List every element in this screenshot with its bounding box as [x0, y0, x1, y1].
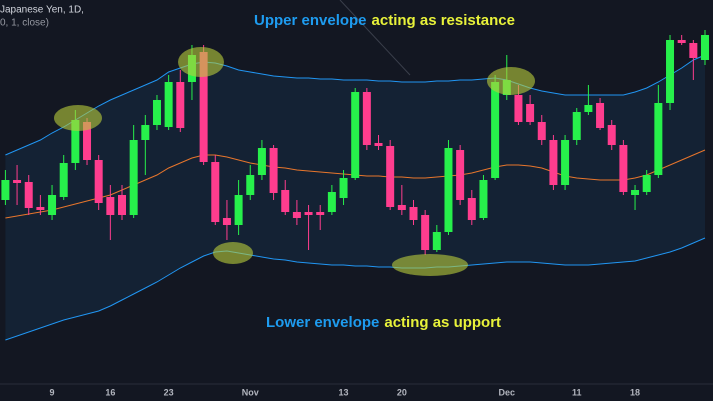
candle-body: [257, 148, 266, 175]
candle-body: [456, 150, 465, 200]
x-tick-label: Nov: [242, 387, 259, 397]
candle-body: [141, 125, 150, 140]
candle-body: [666, 40, 675, 103]
candle-body: [397, 205, 406, 210]
candle-body: [48, 195, 57, 215]
x-tick-label: 18: [630, 387, 640, 397]
candle-body: [13, 180, 22, 183]
annotation: Upper envelope acting as resistance: [254, 12, 515, 29]
candle-body: [362, 92, 371, 145]
candle-body: [36, 207, 45, 210]
candle-body: [199, 52, 208, 162]
candle-body: [479, 180, 488, 218]
candle-body: [222, 218, 231, 225]
candle-body: [211, 162, 220, 222]
candle-body: [351, 92, 360, 178]
candle-body: [526, 104, 535, 122]
candle-body: [24, 182, 33, 208]
x-axis-band: [0, 384, 713, 401]
candle-body: [304, 212, 313, 215]
candle-body: [689, 43, 698, 58]
chart-title: Japanese Yen, 1D,: [0, 5, 84, 16]
candle-body: [269, 148, 278, 193]
candle-body: [491, 82, 500, 178]
candle-body: [677, 40, 686, 43]
candle-body: [281, 190, 290, 212]
x-tick-label: 9: [50, 387, 55, 397]
candle-body: [432, 232, 441, 250]
candle-body: [514, 95, 523, 122]
candle-body: [292, 212, 301, 218]
candle-body: [561, 140, 570, 185]
x-tick-label: 13: [339, 387, 349, 397]
envelope-line: [5, 237, 706, 341]
highlight: [178, 47, 224, 77]
candle-body: [596, 103, 605, 128]
candle-body: [246, 175, 255, 195]
annotation: Lower envelope acting as upport: [266, 314, 501, 331]
x-tick-label: 23: [164, 387, 174, 397]
annotation-part: acting as resistance: [372, 12, 515, 29]
candle-body: [572, 112, 581, 140]
candle-body: [176, 82, 185, 128]
candle-body: [59, 163, 68, 197]
candle-body: [654, 103, 663, 175]
candle-body: [339, 178, 348, 198]
highlight: [487, 67, 535, 95]
candle-body: [106, 197, 115, 215]
candle-body: [607, 125, 616, 145]
candle-body: [701, 35, 709, 60]
x-tick-label: 16: [105, 387, 115, 397]
candle-body: [94, 160, 103, 203]
annotation-part: acting as upport: [384, 314, 501, 331]
x-tick-label: 20: [397, 387, 407, 397]
candle-body: [129, 140, 138, 215]
candle-body: [642, 175, 651, 192]
annotation-part: Upper envelope: [254, 12, 367, 29]
candle-body: [234, 195, 243, 225]
drawing-line: [339, 0, 411, 76]
candle-body: [374, 143, 383, 146]
candle-body: [164, 82, 173, 127]
candle-body: [152, 100, 161, 125]
chart-subtitle: 0, 1, close): [0, 18, 49, 29]
x-tick-label: Dec: [499, 387, 516, 397]
candle-body: [83, 122, 92, 160]
highlight: [213, 242, 253, 264]
candle-body: [327, 192, 336, 212]
highlight: [392, 254, 468, 276]
candle-body: [549, 140, 558, 185]
candle-body: [584, 105, 593, 112]
x-tick-label: 11: [572, 387, 582, 397]
candle-body: [421, 215, 430, 250]
candle-body: [444, 148, 453, 232]
candle-body: [386, 146, 395, 207]
annotation-part: Lower envelope: [266, 314, 379, 331]
highlights: [54, 47, 535, 276]
candle-body: [631, 190, 640, 195]
candle-body: [537, 122, 546, 140]
candle-body: [71, 120, 80, 163]
candle-body: [409, 207, 418, 220]
candle-body: [467, 198, 476, 220]
candle-body: [1, 180, 10, 200]
candle-body: [316, 212, 325, 215]
candle-body: [619, 145, 628, 192]
highlight: [54, 105, 102, 131]
candle-body: [118, 195, 126, 215]
